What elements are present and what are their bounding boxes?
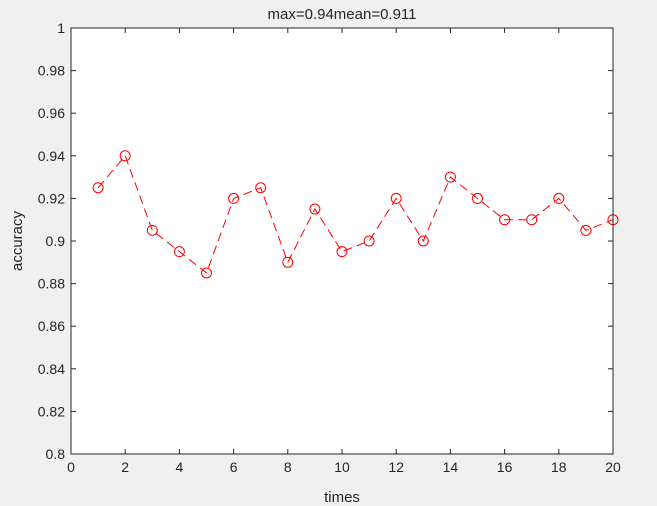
data-point (472, 192, 483, 204)
x-tick-label: 0 (67, 459, 75, 475)
data-point (309, 203, 321, 215)
y-tick-label: 0.96 (38, 105, 65, 121)
data-point (146, 224, 158, 236)
y-tick-label: 0.9 (46, 233, 66, 249)
data-point (173, 246, 185, 258)
data-point (390, 192, 402, 204)
data-point (444, 171, 456, 183)
x-tick-label: 16 (497, 459, 513, 475)
x-tick-label: 14 (443, 459, 459, 475)
data-point (282, 256, 294, 268)
x-tick-label: 18 (551, 459, 567, 475)
x-tick-label: 4 (176, 459, 184, 475)
tick-layer: 0 2 4 6 8 10 12 14 16 18 20 0.8 0.82 0.84 0.86 0.88 0.9 0… (38, 20, 621, 475)
data-point (499, 214, 511, 226)
data-point (336, 246, 348, 258)
y-tick-label: 0.84 (38, 361, 65, 377)
y-tick-label: 0.86 (38, 318, 65, 334)
y-tick-label: 0.94 (38, 148, 65, 164)
data-point (92, 182, 104, 194)
y-tick-label: 1 (57, 20, 65, 36)
y-tick-label: 0.82 (38, 403, 65, 419)
x-tick-label: 10 (334, 459, 350, 475)
data-point (417, 235, 429, 247)
data-point (363, 235, 375, 247)
data-point (201, 267, 212, 279)
plot-area (71, 28, 613, 454)
chart-title: max=0.94mean=0.911 (268, 6, 417, 23)
data-point (553, 192, 565, 204)
y-tick-label: 0.8 (46, 446, 66, 462)
series-line (97, 154, 614, 274)
data-point (526, 214, 538, 226)
data-point (255, 182, 267, 194)
y-tick-label: 0.88 (38, 276, 65, 292)
x-tick-label: 6 (230, 459, 238, 475)
data-point (119, 150, 131, 162)
x-tick-label: 20 (605, 459, 621, 475)
x-axis-label: times (324, 489, 360, 506)
data-point (580, 224, 592, 236)
y-tick-label: 0.98 (38, 63, 65, 79)
x-tick-label: 12 (388, 459, 404, 475)
y-tick-label: 0.92 (38, 190, 65, 206)
data-point (228, 192, 240, 204)
x-tick-label: 8 (284, 459, 292, 475)
series-layer (92, 150, 619, 279)
y-axis-label: accuracy (9, 210, 26, 271)
x-tick-label: 2 (121, 459, 129, 475)
